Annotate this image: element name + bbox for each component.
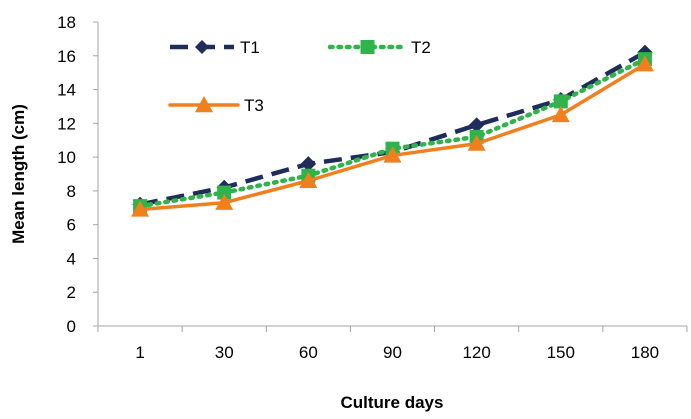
x-tick-label: 150 bbox=[547, 343, 575, 362]
data-point-t3 bbox=[551, 105, 570, 123]
x-tick-label: 180 bbox=[631, 343, 659, 362]
y-ticks: 0 2 4 6 8 10 12 14 16 18 bbox=[57, 13, 98, 336]
y-tick-label: 4 bbox=[67, 249, 76, 268]
x-tick-label: 1 bbox=[135, 343, 144, 362]
data-point-t3 bbox=[131, 200, 150, 217]
series-t2 bbox=[133, 52, 652, 214]
legend-item-t2: T2 bbox=[327, 38, 431, 57]
data-point-t3 bbox=[299, 171, 318, 188]
legend-marker-t3 bbox=[195, 96, 213, 113]
data-point-t3 bbox=[215, 193, 234, 210]
series-line-t2 bbox=[137, 56, 648, 209]
x-ticks: 1 30 60 90 120 150 180 bbox=[97, 326, 688, 362]
series-group bbox=[131, 44, 654, 217]
y-tick-label: 12 bbox=[57, 114, 76, 133]
y-tick-label: 10 bbox=[57, 148, 76, 167]
legend-item-t1: T1 bbox=[170, 38, 260, 57]
series-line-t1 bbox=[139, 50, 647, 207]
y-tick-label: 8 bbox=[67, 182, 76, 201]
legend-marker-t1 bbox=[195, 40, 209, 54]
series-t3 bbox=[131, 55, 654, 217]
y-tick-label: 16 bbox=[57, 47, 76, 66]
legend-label-t2: T2 bbox=[411, 38, 431, 57]
legend-label-t1: T1 bbox=[240, 38, 260, 57]
legend-label-t3: T3 bbox=[244, 96, 264, 115]
data-point-t2 bbox=[553, 94, 568, 109]
series-t1 bbox=[132, 44, 653, 213]
x-tick-label: 30 bbox=[215, 343, 234, 362]
axes bbox=[97, 22, 687, 327]
y-tick-label: 6 bbox=[67, 216, 76, 235]
y-tick-label: 14 bbox=[57, 81, 76, 100]
x-tick-label: 60 bbox=[299, 343, 318, 362]
data-point-t3 bbox=[467, 134, 486, 151]
data-point-t3 bbox=[383, 146, 402, 163]
x-axis-title: Culture days bbox=[341, 393, 444, 412]
y-axis-title: Mean length (cm) bbox=[9, 104, 28, 244]
legend: T1 T2 T3 bbox=[168, 38, 431, 115]
legend-marker-t2 bbox=[360, 40, 375, 54]
y-tick-label: 2 bbox=[67, 283, 76, 302]
y-tick-label: 18 bbox=[57, 13, 76, 32]
data-point-t3 bbox=[635, 55, 654, 72]
y-tick-label: 0 bbox=[67, 317, 76, 336]
series-line-t3 bbox=[138, 62, 647, 212]
legend-item-t3: T3 bbox=[168, 96, 264, 115]
x-tick-label: 90 bbox=[383, 343, 402, 362]
x-tick-label: 120 bbox=[462, 343, 490, 362]
data-point-t2 bbox=[217, 185, 232, 200]
